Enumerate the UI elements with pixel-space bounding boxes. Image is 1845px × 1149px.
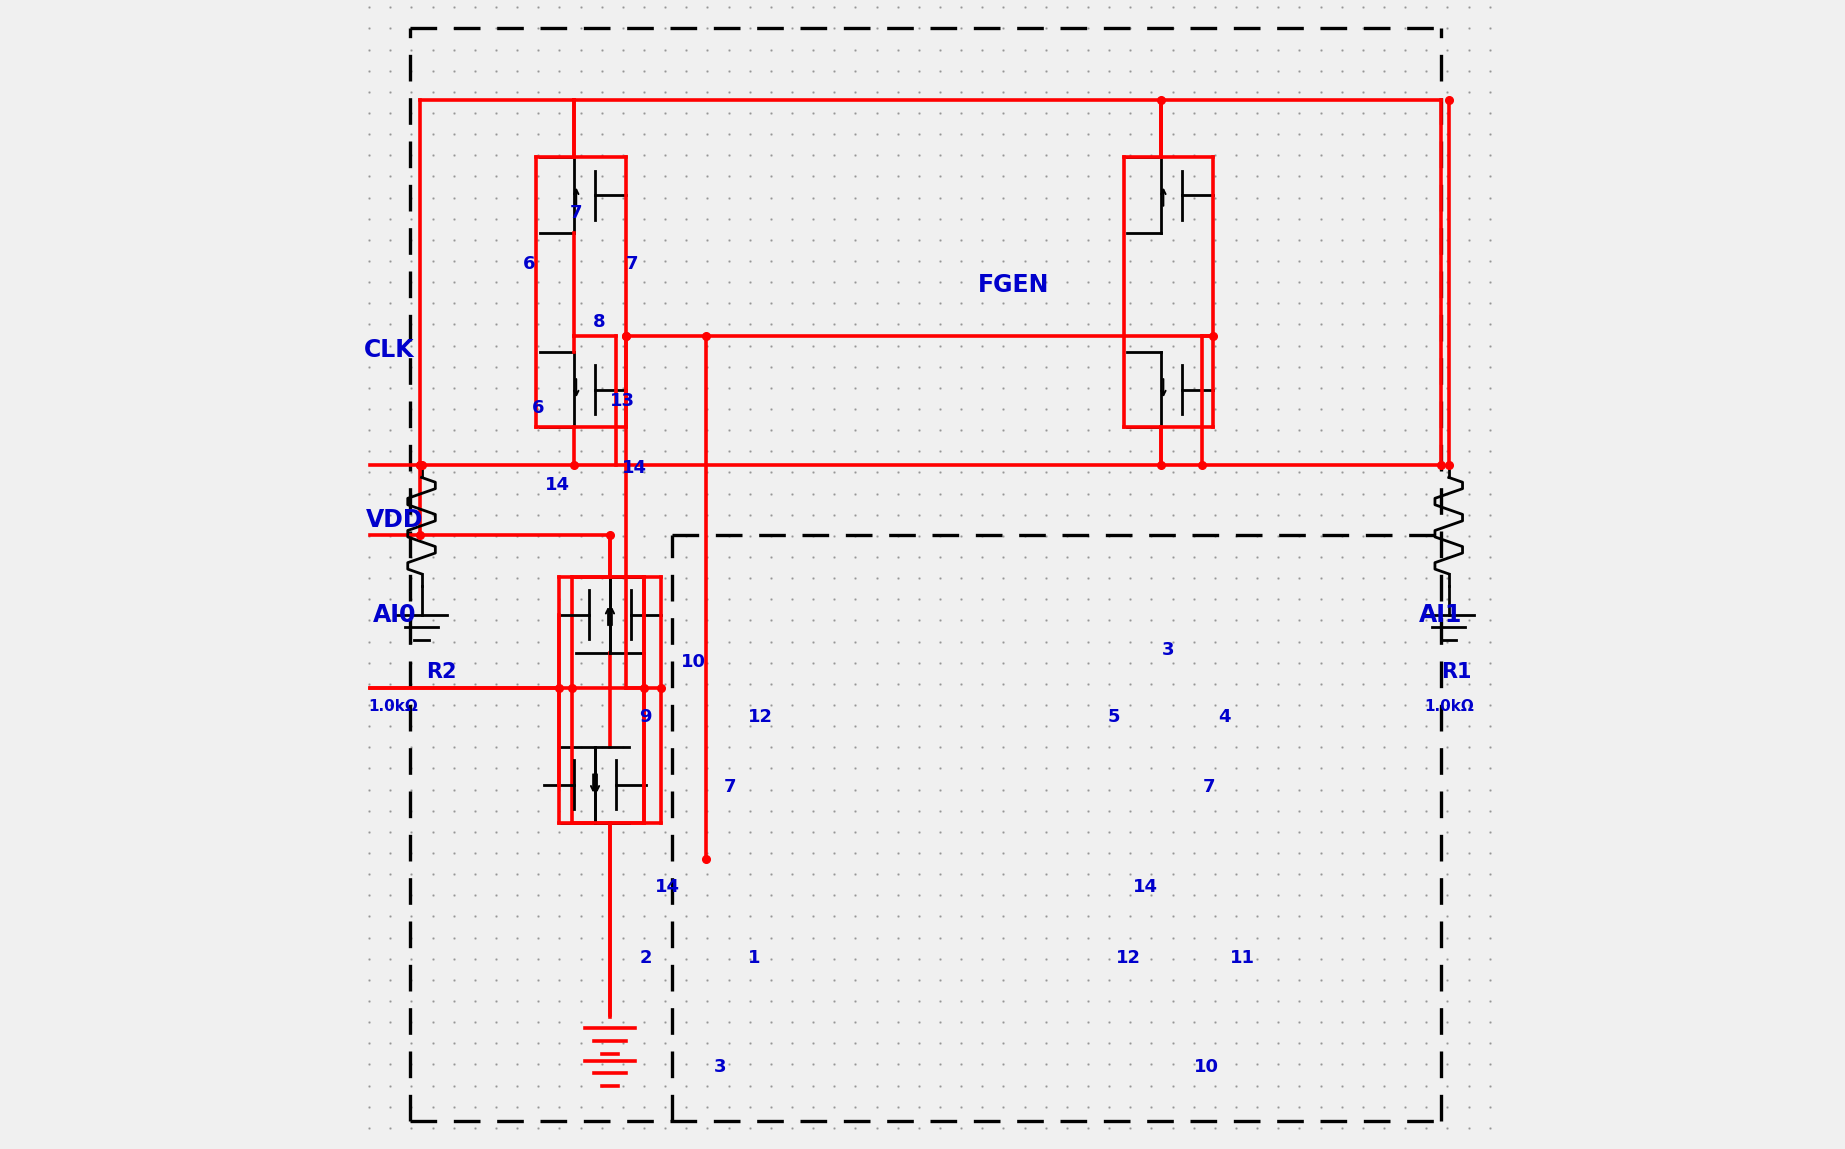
Text: FGEN: FGEN [978,273,1050,296]
Text: 13: 13 [611,392,635,410]
Text: 14: 14 [544,476,570,494]
Text: 1: 1 [747,949,760,967]
Text: 9: 9 [638,708,651,726]
Text: 7: 7 [723,778,736,796]
Text: 2: 2 [640,949,653,967]
Text: 14: 14 [622,458,646,477]
Text: 8: 8 [592,313,605,331]
Text: 7: 7 [625,255,638,273]
Text: 3: 3 [1162,641,1173,660]
Text: 10: 10 [681,653,707,671]
Text: 1.0kΩ: 1.0kΩ [369,699,419,715]
Text: R2: R2 [426,662,456,683]
Text: 7: 7 [570,203,583,222]
Text: 11: 11 [1231,949,1255,967]
Text: 6: 6 [522,255,535,273]
Text: 14: 14 [1133,878,1159,896]
Text: 14: 14 [655,878,679,896]
Text: 6: 6 [531,399,544,417]
Text: VDD: VDD [367,509,424,532]
Text: CLK: CLK [363,339,415,362]
Text: AI0: AI0 [373,603,417,626]
Text: 12: 12 [747,708,773,726]
Text: AI1: AI1 [1419,603,1463,626]
Text: 4: 4 [1218,708,1231,726]
Text: 10: 10 [1194,1058,1220,1077]
Text: 7: 7 [1203,778,1216,796]
Text: 3: 3 [714,1058,725,1077]
Text: 12: 12 [1116,949,1140,967]
Text: 1.0kΩ: 1.0kΩ [1424,699,1474,715]
Text: R1: R1 [1441,662,1470,683]
Text: 5: 5 [1107,708,1120,726]
